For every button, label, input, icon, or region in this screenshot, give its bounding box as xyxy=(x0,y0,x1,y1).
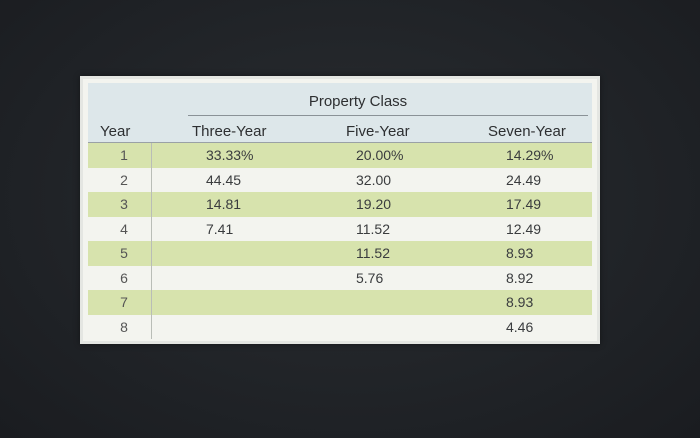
table-header: Property Class Year Three-Year Five-Year… xyxy=(88,83,592,143)
five-year-cell: 11.52 xyxy=(356,220,390,237)
seven-year-cell: 24.49 xyxy=(506,171,542,188)
seven-year-cell: 4.46 xyxy=(506,318,534,335)
year-cell: 6 xyxy=(120,269,128,286)
year-column-divider xyxy=(151,143,152,339)
five-year-cell: 11.52 xyxy=(356,245,390,261)
seven-year-cell: 8.92 xyxy=(506,269,534,286)
five-year-cell: 32.00 xyxy=(356,171,392,188)
table-row: 1 33.33% 20.00% 14.29% xyxy=(88,143,592,168)
five-year-cell: 5.76 xyxy=(356,269,384,286)
table-row: 5 11.52 8.93 xyxy=(88,241,592,266)
group-title: Property Class xyxy=(308,93,408,110)
seven-year-cell: 12.49 xyxy=(506,220,542,237)
header-divider xyxy=(88,142,592,143)
table-body: 1 33.33% 20.00% 14.29% 2 44.45 32.00 24.… xyxy=(88,143,592,339)
three-year-cell: 14.81 xyxy=(206,196,242,212)
year-cell: 7 xyxy=(120,294,128,310)
year-cell: 4 xyxy=(120,220,128,237)
table-row: 3 14.81 19.20 17.49 xyxy=(88,192,592,217)
group-divider xyxy=(188,115,588,116)
header-five-year: Five-Year xyxy=(346,123,410,140)
header-three-year: Three-Year xyxy=(192,123,267,140)
depreciation-table: Property Class Year Three-Year Five-Year… xyxy=(80,76,600,344)
seven-year-cell: 17.49 xyxy=(506,196,542,212)
seven-year-cell: 8.93 xyxy=(506,245,534,261)
header-seven-year: Seven-Year xyxy=(488,123,566,140)
header-year: Year xyxy=(100,123,131,140)
year-cell: 5 xyxy=(120,245,128,261)
three-year-cell: 44.45 xyxy=(206,171,242,188)
seven-year-cell: 14.29% xyxy=(506,147,554,163)
year-cell: 3 xyxy=(120,196,128,212)
table-row: 8 4.46 xyxy=(88,314,592,339)
three-year-cell: 7.41 xyxy=(206,220,234,237)
five-year-cell: 19.20 xyxy=(356,196,392,212)
five-year-cell: 20.00% xyxy=(356,147,404,163)
three-year-cell: 33.33% xyxy=(206,147,254,163)
table-row: 6 5.76 8.92 xyxy=(88,265,592,290)
seven-year-cell: 8.93 xyxy=(506,294,534,310)
year-cell: 1 xyxy=(120,147,128,163)
year-cell: 2 xyxy=(120,171,128,188)
table-row: 2 44.45 32.00 24.49 xyxy=(88,167,592,192)
table-row: 4 7.41 11.52 12.49 xyxy=(88,216,592,241)
year-cell: 8 xyxy=(120,318,128,335)
table-row: 7 8.93 xyxy=(88,290,592,315)
